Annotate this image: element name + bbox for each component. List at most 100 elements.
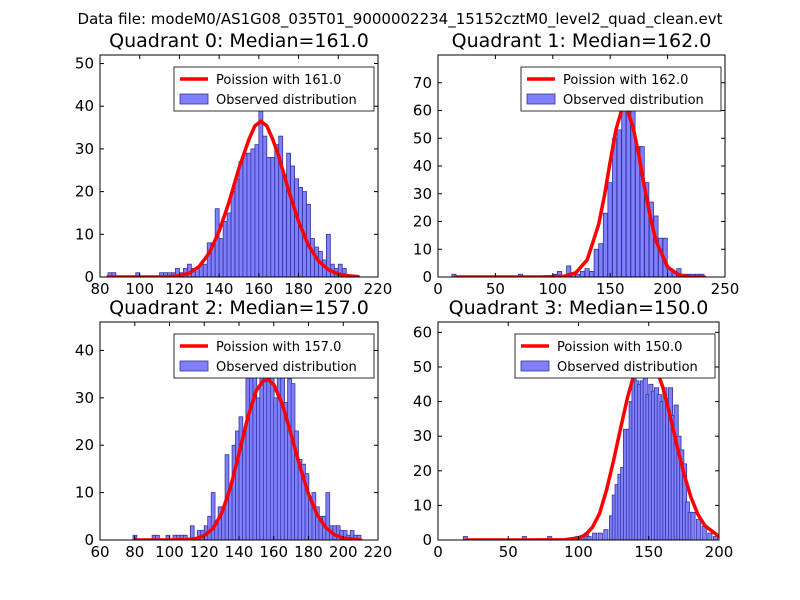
- histogram-bar: [584, 268, 590, 277]
- x-tick-label: 0: [433, 280, 443, 298]
- y-tick-label: 50: [75, 55, 94, 73]
- histogram-bar: [707, 532, 713, 540]
- x-tick-label: 200: [324, 280, 353, 298]
- histogram-bar: [597, 532, 603, 540]
- histogram-bar: [242, 152, 248, 277]
- legend-bar-swatch: [179, 93, 209, 105]
- y-tick-label: 0: [84, 268, 94, 286]
- y-tick-label: 30: [75, 389, 94, 407]
- histogram-bar: [238, 161, 244, 277]
- y-tick-label: 0: [422, 531, 432, 549]
- y-tick-label: 40: [75, 97, 94, 115]
- histogram-bar: [254, 144, 260, 277]
- histogram-bar: [294, 178, 299, 277]
- y-tick-label: 0: [422, 268, 432, 286]
- histogram-bar: [250, 148, 256, 277]
- histogram-bar: [325, 492, 331, 540]
- chart-panel-0: Quadrant 0: Median=161.080 100 120 140 160 18…: [75, 30, 392, 298]
- histogram-bar: [602, 212, 608, 277]
- legend-line-label: Poission with 162.0: [563, 73, 688, 88]
- legend-line-label: Poission with 150.0: [557, 340, 682, 355]
- y-tick-label: 20: [75, 436, 94, 454]
- y-tick-label: 70: [413, 74, 432, 92]
- y-tick-label: 10: [413, 240, 432, 258]
- histogram-bar: [616, 129, 622, 277]
- chart-title: Quadrant 2: Median=157.0: [109, 297, 369, 319]
- histogram-bar: [230, 191, 236, 277]
- histogram-bar: [226, 212, 232, 277]
- histogram-bar: [325, 233, 331, 277]
- x-tick-label: 160: [259, 543, 288, 561]
- x-tick-label: 50: [486, 280, 505, 298]
- y-tick-label: 10: [413, 496, 432, 514]
- x-tick-label: 80: [125, 543, 144, 561]
- legend: Poission with 150.0 Observed distribution: [514, 333, 716, 379]
- histogram-bar: [598, 243, 604, 277]
- histogram-bar: [607, 182, 613, 277]
- histogram-bar: [262, 135, 268, 277]
- chart-panel-3: Quadrant 3: Median=150.0 0 50 100 150 200 0 10 2…: [413, 297, 733, 561]
- histogram-bar: [234, 178, 240, 277]
- histogram-bar: [696, 518, 702, 540]
- legend-bar-label: Observed distribution: [216, 93, 357, 108]
- x-tick-label: 140: [225, 543, 254, 561]
- histogram-bar: [341, 268, 347, 277]
- chart-title: Quadrant 3: Median=150.0: [449, 297, 709, 319]
- y-tick-label: 40: [75, 341, 94, 359]
- x-tick-label: 100: [155, 543, 184, 561]
- y-tick-label: 20: [413, 462, 432, 480]
- legend-bar-swatch: [520, 360, 550, 372]
- x-tick-label: 200: [653, 280, 682, 298]
- plot-area: [462, 355, 719, 540]
- x-tick-label: 180: [284, 280, 313, 298]
- chart-panel-2: Quadrant 2: Median=157.060 80 100 120 140 160…: [75, 297, 392, 561]
- x-tick-label: 150: [596, 280, 625, 298]
- legend-bar-label: Observed distribution: [557, 360, 698, 375]
- histogram-bar: [621, 107, 627, 277]
- y-tick-label: 50: [413, 358, 432, 376]
- legend-line-label: Poission with 161.0: [216, 73, 341, 88]
- x-tick-label: 50: [499, 543, 518, 561]
- x-tick-label: 120: [165, 280, 194, 298]
- histogram-bar: [603, 529, 609, 540]
- legend-line-label: Poission with 157.0: [216, 340, 341, 355]
- x-tick-label: 80: [90, 280, 109, 298]
- x-tick-label: 140: [205, 280, 234, 298]
- histogram-bar: [556, 271, 563, 277]
- histogram-bar: [282, 174, 288, 277]
- histogram-bar: [593, 248, 599, 277]
- x-tick-label: 120: [190, 543, 219, 561]
- histogram-bar: [222, 221, 228, 277]
- y-tick-label: 50: [413, 129, 432, 147]
- figure-suptitle: Data file: modeM0/AS1G08_035T01_90000022…: [78, 10, 723, 29]
- histogram-bar: [218, 238, 224, 277]
- histogram-bar: [274, 144, 280, 277]
- histogram-bar: [589, 271, 595, 277]
- histogram-bar: [579, 271, 585, 277]
- plot-area: [132, 350, 363, 540]
- y-tick-label: 60: [413, 323, 432, 341]
- histogram-bar: [111, 272, 117, 277]
- plot-area: [106, 110, 360, 277]
- y-tick-label: 40: [413, 393, 432, 411]
- y-tick-label: 30: [413, 185, 432, 203]
- x-tick-label: 100: [125, 280, 154, 298]
- plot-area: [451, 90, 707, 277]
- y-tick-label: 10: [75, 484, 94, 502]
- y-tick-label: 0: [84, 531, 94, 549]
- poisson-line: [106, 119, 360, 277]
- legend-bar-swatch: [526, 93, 556, 105]
- y-tick-label: 10: [75, 225, 94, 243]
- y-tick-label: 20: [75, 183, 94, 201]
- legend: Poission with 162.0 Observed distribution: [520, 66, 722, 112]
- x-tick-label: 100: [538, 280, 567, 298]
- chart-title: Quadrant 1: Median=162.0: [452, 30, 712, 52]
- legend-bar-label: Observed distribution: [216, 360, 357, 375]
- histogram-bar: [586, 536, 592, 540]
- x-tick-label: 100: [564, 543, 593, 561]
- x-tick-label: 200: [705, 543, 734, 561]
- histogram-bar: [690, 511, 696, 540]
- x-tick-label: 220: [364, 280, 393, 298]
- chart-panel-1: Quadrant 1: Median=162.0 0 50 100 150 200 250 0…: [413, 30, 739, 298]
